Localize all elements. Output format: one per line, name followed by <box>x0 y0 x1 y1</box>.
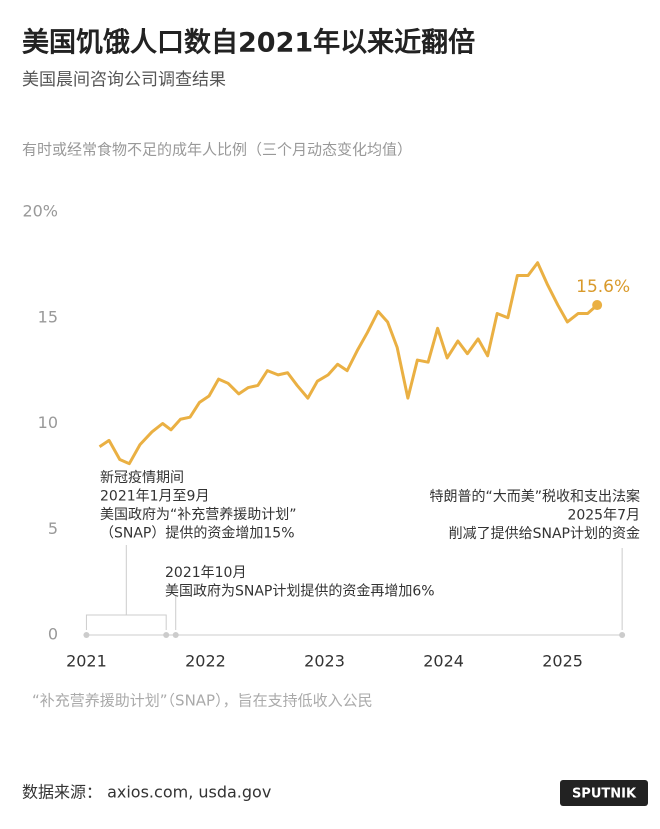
x-tick-label: 2021 <box>66 652 107 671</box>
y-tick-label: 0 <box>48 625 58 644</box>
annotation: 美国政府为“补充营养援助计划” <box>100 507 297 523</box>
source: 数据来源： axios.com, usda.gov <box>22 783 271 802</box>
x-tick-label: 2025 <box>542 652 583 671</box>
end-dot <box>592 300 603 311</box>
annotation: 特朗普的“大而美”税收和支出法案 <box>429 488 640 505</box>
y-axis-label: 有时或经常食物不足的成年人比例（三个月动态变化均值） <box>22 141 412 159</box>
annotation: 2021年1月至9月 <box>100 489 209 505</box>
annotation: 2021年10月 <box>165 565 246 581</box>
logo: SPUTNIK <box>572 787 637 802</box>
note: “补充营养援助计划”（SNAP），旨在支持低收入公民 <box>32 692 373 710</box>
y-tick-label: 5 <box>48 519 58 538</box>
event-dot <box>83 632 90 638</box>
logo-box <box>560 780 648 806</box>
line <box>98 261 599 466</box>
end-label: 15.6% <box>576 277 630 297</box>
event-dot <box>619 632 626 638</box>
event-dot <box>172 632 179 638</box>
annotation: 削减了提供给SNAP计划的资金 <box>449 526 640 542</box>
x-tick-label: 2022 <box>185 652 226 671</box>
chart-title: 美国饥饿人口数自2021年以来近翻倍 <box>22 27 475 59</box>
annotation: 美国政府为SNAP计划提供的资金再增加6% <box>165 584 435 600</box>
annotation: （SNAP）提供的资金增加15% <box>100 526 295 542</box>
subtitle: 美国晨间咨询公司调查结果 <box>22 70 226 90</box>
x-tick-label: 2023 <box>304 652 345 671</box>
event-dot <box>163 632 170 638</box>
y-tick-label: 10 <box>38 413 58 432</box>
x-tick-label: 2024 <box>423 652 464 671</box>
y-tick-label: 20% <box>22 202 58 221</box>
annotation: 新冠疫情期间 <box>100 470 184 486</box>
y-tick-label: 15 <box>38 307 58 326</box>
bracket <box>85 545 167 630</box>
annotation: 2025年7月 <box>567 508 640 524</box>
